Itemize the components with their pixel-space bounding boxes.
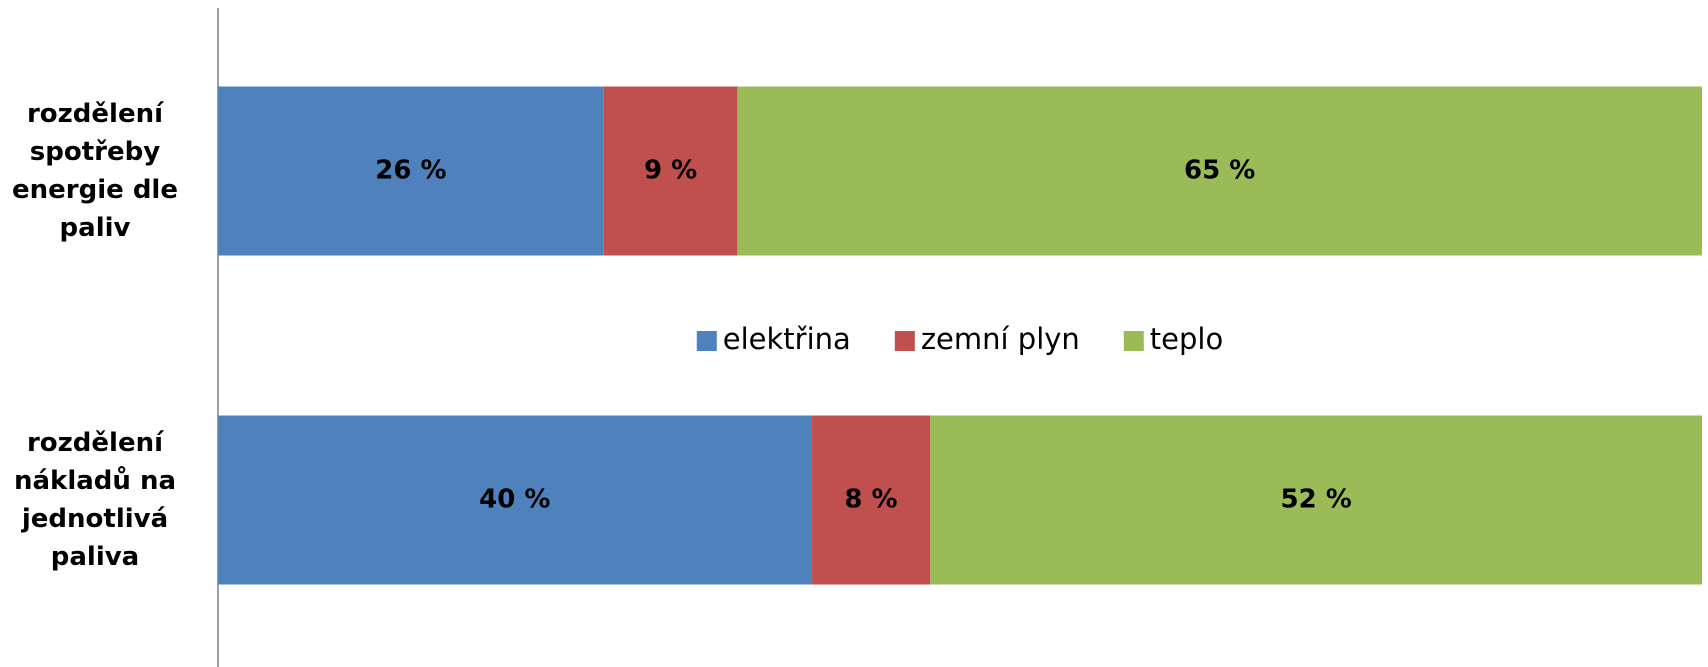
- data-label: 26 %: [375, 156, 446, 186]
- legend-label: teplo: [1150, 322, 1223, 356]
- legend-label: zemní plyn: [921, 322, 1080, 356]
- legend-swatch: [696, 331, 717, 351]
- data-label: 8 %: [844, 485, 897, 515]
- legend-swatch: [894, 331, 915, 351]
- data-label: 40 %: [479, 485, 550, 515]
- bar-segment: [218, 86, 604, 256]
- bar-segment: [603, 86, 738, 256]
- data-label: 52 %: [1281, 485, 1352, 515]
- bar-segment: [811, 415, 931, 585]
- data-label: 65 %: [1184, 156, 1255, 186]
- legend-swatch: [1123, 331, 1144, 351]
- bar-segment: [737, 86, 1702, 256]
- category-label: rozdělení nákladů na jednotlivá paliva: [13, 428, 177, 572]
- category-label: rozdělení spotřeby energie dle paliv: [12, 99, 178, 243]
- bar-segment: [930, 415, 1702, 585]
- bar-segment: [218, 415, 812, 585]
- data-label: 9 %: [644, 156, 697, 186]
- legend-label: elektřina: [723, 322, 851, 356]
